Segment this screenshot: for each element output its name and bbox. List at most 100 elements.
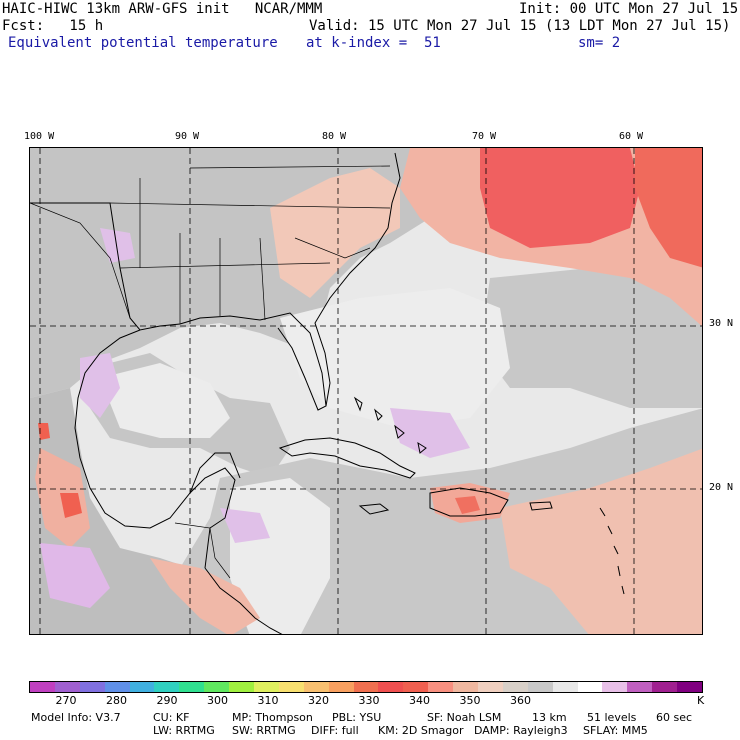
colorbar-swatch: [303, 682, 329, 692]
level-info: at k-index = 51: [306, 35, 441, 51]
equivalent-potential-temperature-map: [29, 147, 703, 635]
colorbar-unit: K: [697, 694, 705, 707]
lat-label-30n: 30 N: [709, 318, 734, 329]
field-red-mexico-west: [38, 423, 50, 440]
border-central-america: [174, 522, 231, 579]
colorbar-tick-label: 300: [207, 694, 228, 707]
colorbar-swatch: [502, 682, 528, 692]
bahamas-4: [417, 441, 427, 454]
footer-sf: SF: Noah LSM: [427, 711, 502, 724]
border-us-mexico: [30, 202, 131, 319]
colorbar-tick-label: 270: [55, 694, 77, 707]
colorbar-swatch: [652, 682, 678, 692]
lon-label-80w: 80 W: [322, 131, 347, 142]
smoothing-info: sm= 2: [578, 35, 621, 51]
colorbar-swatch: [278, 682, 304, 692]
footer-pbl: PBL: YSU: [332, 711, 382, 724]
field-red-northeast-atlantic: [480, 148, 640, 248]
valid-time: Valid: 15 UTC Mon 27 Jul 15 (13 LDT Mon …: [309, 18, 731, 34]
field-pink-central-america: [150, 558, 260, 634]
border-state-1: [109, 202, 391, 209]
field-lavender-west-caribbean: [220, 508, 270, 543]
puerto-rico: [529, 501, 553, 511]
us-gulf-coast: [30, 202, 327, 411]
colorbar-tick-label: 310: [257, 694, 279, 707]
colorbar-swatch: [378, 682, 404, 692]
yucatan: [189, 452, 241, 494]
field-lavender-mexico: [40, 543, 110, 608]
lon-label-60w: 60 W: [619, 131, 644, 142]
border-state-5: [259, 237, 266, 321]
lat-label-20n: 20 N: [709, 482, 734, 493]
bahamas-1: [353, 396, 363, 412]
colorbar-swatch: [527, 682, 553, 692]
forecast-hour: Fcst: 15 h: [2, 18, 104, 34]
colorbar-swatch: [677, 682, 703, 692]
lon-label-70w: 70 W: [472, 131, 497, 142]
colorbar-swatch: [154, 682, 180, 692]
field-light-gulf-center: [100, 363, 230, 438]
colorbar-swatch: [179, 682, 205, 692]
footer-damp: DAMP: Rayleigh3: [474, 724, 568, 737]
colorbar-swatch: [79, 682, 105, 692]
footer-levels: 51 levels: [587, 711, 637, 724]
field-pink-carolinas: [270, 168, 400, 298]
footer-resolution: 13 km: [532, 711, 567, 724]
colorbar-tick-label: 350: [459, 694, 481, 707]
field-pink-east-caribbean: [500, 448, 702, 634]
colorbar-swatch: [602, 682, 628, 692]
colorbar-swatch: [353, 682, 379, 692]
footer-timestep: 60 sec: [656, 711, 693, 724]
border-state-2: [119, 262, 331, 269]
colorbar-swatch: [254, 682, 279, 692]
field-lavender-gulf-west: [80, 353, 120, 418]
field-red-mexico: [60, 493, 82, 518]
colorbar-swatch: [204, 682, 230, 692]
colorbar-tick-label: 330: [358, 694, 380, 707]
colorbar-tick-label: 360: [510, 694, 531, 707]
field-red-far-east: [635, 148, 702, 268]
footer-diff: DIFF: full: [311, 724, 359, 737]
cuba: [278, 437, 416, 479]
colorbar-tick-label: 280: [106, 694, 127, 707]
footer-cu: CU: KF: [153, 711, 190, 724]
footer-mp: MP: Thompson: [232, 711, 313, 724]
footer-model-info: Model Info: V3.7: [31, 711, 121, 724]
hispaniola: [429, 487, 509, 517]
model-title: HAIC-HIWC 13km ARW-GFS init NCAR/MMM: [2, 1, 323, 17]
lesser-antilles: [599, 507, 625, 595]
colorbar-tick-label: 340: [409, 694, 430, 707]
colorbar-swatch: [30, 682, 55, 692]
us-atlantic-coast: [314, 152, 401, 407]
lat-lon-grid: [30, 148, 702, 634]
footer-sw: SW: RRTMG: [232, 724, 296, 737]
bahamas-3: [394, 424, 405, 439]
colorbar-swatch: [328, 682, 354, 692]
colorbar-swatch: [104, 682, 130, 692]
colorbar-swatch: [403, 682, 429, 692]
footer-sflay: SFLAY: MM5: [583, 724, 648, 737]
border-state-8: [294, 237, 371, 259]
colorbar-swatch: [129, 682, 155, 692]
texas-coast: [74, 329, 141, 459]
border-state-7: [189, 165, 391, 169]
colorbar-swatch: [54, 682, 80, 692]
field-gray-east-atlantic: [480, 258, 702, 408]
colorbar-swatch: [428, 682, 454, 692]
footer-km: KM: 2D Smagor: [378, 724, 464, 737]
footer-lw: LW: RRTMG: [153, 724, 215, 737]
colorbar-swatch: [478, 682, 503, 692]
colorbar-swatch: [627, 682, 653, 692]
field-name: Equivalent potential temperature: [8, 35, 278, 51]
bahamas-2: [374, 408, 383, 421]
lon-label-100w: 100 W: [24, 131, 55, 142]
political-borders: [30, 165, 391, 579]
colorbar-tick-label: 290: [156, 694, 178, 707]
colorbar-tick-label: 320: [308, 694, 329, 707]
field-red-hispaniola: [455, 496, 480, 514]
field-lavender-nw: [100, 228, 135, 263]
colorbar: [29, 681, 703, 693]
colorbar-swatch: [552, 682, 578, 692]
lon-label-90w: 90 W: [175, 131, 200, 142]
init-time: Init: 00 UTC Mon 27 Jul 15: [519, 1, 739, 17]
